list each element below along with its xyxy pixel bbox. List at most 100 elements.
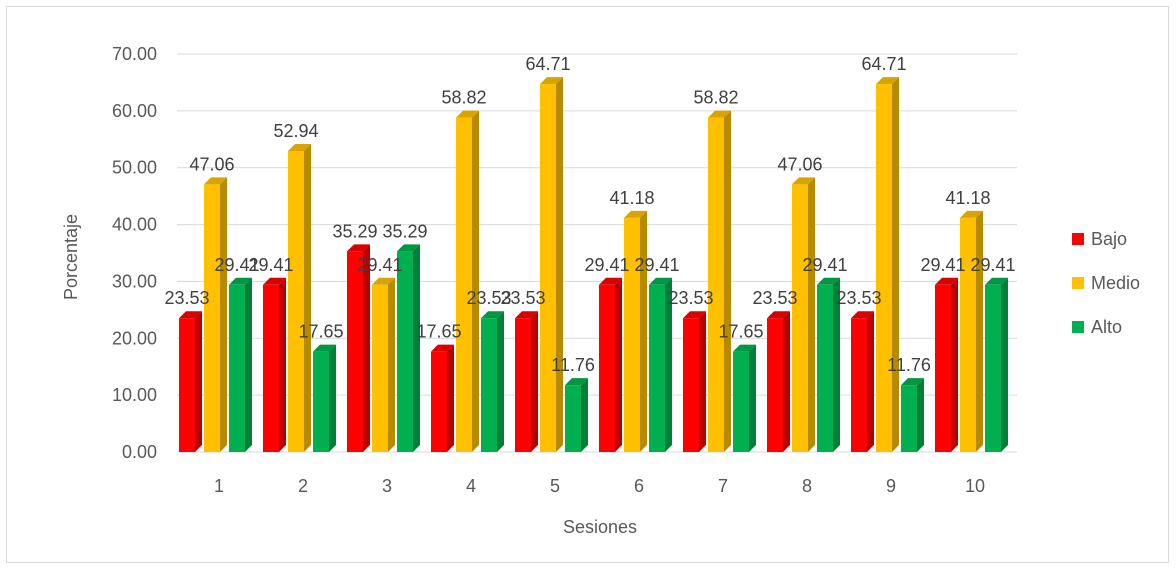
data-label: 29.41 — [248, 255, 293, 275]
data-label: 17.65 — [416, 322, 461, 342]
data-label: 23.53 — [500, 288, 545, 308]
data-labels: 23.53 47.06 29.41 29.41 52.94 17.65 35.29 29.41… — [164, 54, 1015, 375]
bar-side — [220, 177, 227, 452]
x-tick-label: 7 — [718, 476, 728, 496]
bar-bajo — [263, 277, 286, 452]
bar-front — [901, 385, 917, 452]
bar-top — [229, 277, 252, 285]
bar-front — [708, 117, 724, 452]
bar-side — [581, 378, 588, 452]
bar-top — [263, 277, 286, 285]
bar-side — [388, 277, 395, 452]
bar-front — [792, 184, 808, 452]
bar-medio — [204, 177, 227, 452]
data-label: 11.76 — [551, 355, 595, 375]
bar-top — [683, 311, 706, 319]
bar-front — [624, 217, 640, 452]
bar-side — [279, 277, 286, 452]
bar-top — [851, 311, 874, 319]
bar-side — [699, 311, 706, 452]
bar-side — [304, 143, 311, 452]
bar-front — [683, 318, 699, 452]
y-tick-label: 30.00 — [112, 271, 157, 291]
y-tick-label: 20.00 — [112, 328, 157, 348]
bar-top — [649, 277, 672, 285]
bar-top — [313, 344, 336, 352]
x-tick-label: 2 — [298, 476, 308, 496]
y-tick-label: 40.00 — [112, 215, 157, 235]
bar-side — [724, 110, 731, 452]
y-axis-title: Porcentaje — [61, 214, 81, 300]
data-label: 58.82 — [693, 88, 738, 108]
bar-front — [481, 318, 497, 452]
legend-label: Bajo — [1091, 229, 1127, 249]
data-label: 29.41 — [357, 255, 402, 275]
data-label: 17.65 — [718, 322, 763, 342]
chart-area: 0.00 10.00 20.00 30.00 40.00 50.00 60.00 7 0.00 … — [6, 6, 1169, 563]
data-label: 52.94 — [273, 121, 318, 141]
bar-alto — [985, 277, 1008, 452]
x-tick-label: 3 — [382, 476, 392, 496]
bar-top — [565, 378, 588, 386]
bar-bajo — [767, 311, 790, 452]
bar-alto — [733, 344, 756, 452]
bar-front — [767, 318, 783, 452]
data-label: 23.53 — [466, 288, 511, 308]
bar-front — [456, 117, 472, 452]
bar-side — [665, 277, 672, 452]
bar-front — [347, 251, 363, 452]
bar-front — [263, 284, 279, 452]
bar-top — [876, 77, 899, 85]
bar-top — [985, 277, 1008, 285]
bar-side — [472, 110, 479, 452]
legend-item-bajo: Bajo — [1072, 229, 1127, 249]
bar-medio — [792, 177, 815, 452]
bar-bajo — [935, 277, 958, 452]
bar-side — [917, 378, 924, 452]
bar-side — [976, 210, 983, 452]
bar-side — [497, 311, 504, 452]
data-label: 47.06 — [777, 154, 822, 174]
bar-front — [733, 351, 749, 452]
data-label: 23.53 — [668, 288, 713, 308]
legend-label: Alto — [1091, 317, 1122, 337]
bar-front — [960, 217, 976, 452]
bar-front — [372, 284, 388, 452]
bar-front — [817, 284, 833, 452]
bar-front — [565, 385, 581, 452]
bar-front — [935, 284, 951, 452]
x-tick-label: 9 — [886, 476, 896, 496]
bar-front — [288, 150, 304, 452]
data-label: 29.41 — [634, 255, 679, 275]
data-label: 11.76 — [887, 355, 931, 375]
bar-front — [851, 318, 867, 452]
bar-medio — [876, 77, 899, 453]
data-label: 29.41 — [970, 255, 1015, 275]
bar-front — [515, 318, 531, 452]
bar-front — [431, 351, 447, 452]
x-tick-label: 8 — [802, 476, 812, 496]
bar-top — [540, 77, 563, 85]
bar-top — [204, 177, 227, 185]
bar-bajo — [431, 344, 454, 452]
bar-medio — [456, 110, 479, 452]
bar-side — [329, 344, 336, 452]
bar-front — [204, 184, 220, 452]
bar-side — [833, 277, 840, 452]
bar-alto — [901, 378, 924, 452]
x-tick-label: 5 — [550, 476, 560, 496]
x-tick-label: 4 — [466, 476, 476, 496]
bar-side — [892, 77, 899, 453]
bar-medio — [960, 210, 983, 452]
bar-side — [615, 277, 622, 452]
bar-bajo — [515, 311, 538, 452]
legend-swatch — [1072, 321, 1084, 333]
x-tick-label: 1 — [214, 476, 224, 496]
bar-medio — [372, 277, 395, 452]
data-label: 35.29 — [332, 221, 377, 241]
data-label: 23.53 — [164, 288, 209, 308]
bar-top — [901, 378, 924, 386]
bar-alto — [817, 277, 840, 452]
data-label: 23.53 — [836, 288, 881, 308]
bar-top — [960, 210, 983, 218]
